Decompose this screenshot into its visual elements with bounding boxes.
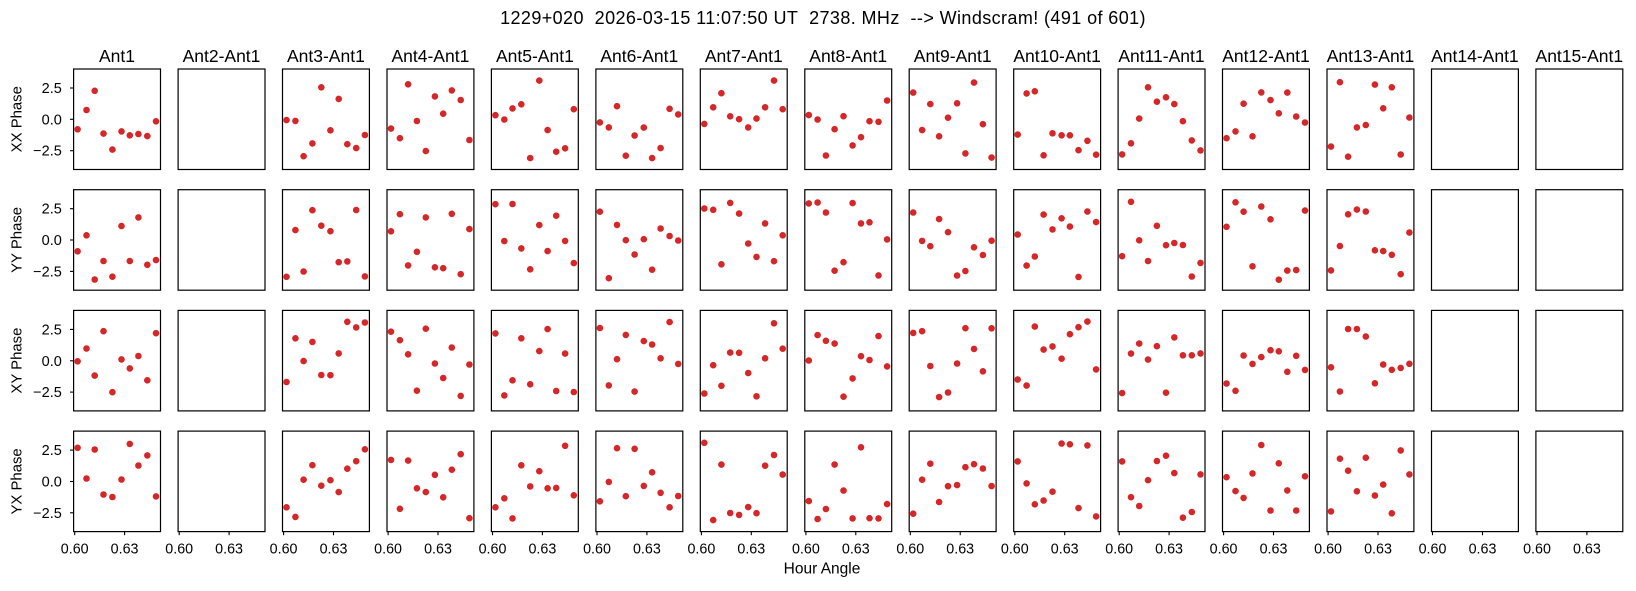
svg-text:0.63: 0.63 (1364, 542, 1392, 558)
svg-text:0.0: 0.0 (42, 233, 62, 249)
svg-text:0.63: 0.63 (946, 542, 974, 558)
svg-text:YX Phase: YX Phase (9, 448, 25, 514)
svg-text:Ant3-Ant1: Ant3-Ant1 (287, 46, 365, 66)
svg-text:0.0: 0.0 (42, 112, 62, 128)
svg-text:1229+020 2026-03-15 11:07:50: 1229+020 2026-03-15 11:07:50 UT 2738. MH… (500, 8, 1146, 28)
svg-text:Ant7-Ant1: Ant7-Ant1 (705, 46, 783, 66)
svg-text:0.63: 0.63 (1155, 542, 1183, 558)
svg-text:XY Phase: XY Phase (9, 328, 25, 394)
svg-text:0.60: 0.60 (374, 542, 402, 558)
svg-text:0.63: 0.63 (111, 542, 139, 558)
svg-text:2.5: 2.5 (42, 322, 62, 338)
svg-text:0.63: 0.63 (320, 542, 348, 558)
svg-text:0.0: 0.0 (42, 475, 62, 491)
svg-text:0.60: 0.60 (583, 542, 611, 558)
svg-text:0.63: 0.63 (1573, 542, 1601, 558)
svg-text:0.60: 0.60 (1105, 542, 1133, 558)
svg-text:2.5: 2.5 (42, 202, 62, 218)
svg-text:2.5: 2.5 (42, 443, 62, 459)
svg-text:0.60: 0.60 (479, 542, 507, 558)
svg-text:−2.5: −2.5 (33, 506, 62, 522)
svg-text:XX Phase: XX Phase (9, 86, 25, 152)
svg-text:0.60: 0.60 (792, 542, 820, 558)
svg-text:Ant15-Ant1: Ant15-Ant1 (1536, 46, 1624, 66)
svg-text:Ant2-Ant1: Ant2-Ant1 (183, 46, 261, 66)
svg-text:Ant9-Ant1: Ant9-Ant1 (914, 46, 992, 66)
svg-text:0.63: 0.63 (1469, 542, 1497, 558)
svg-text:0.63: 0.63 (424, 542, 452, 558)
svg-text:0.60: 0.60 (1314, 542, 1342, 558)
svg-text:−2.5: −2.5 (33, 264, 62, 280)
svg-text:−2.5: −2.5 (33, 144, 62, 160)
svg-text:0.63: 0.63 (1051, 542, 1079, 558)
svg-text:Ant5-Ant1: Ant5-Ant1 (496, 46, 574, 66)
svg-text:0.63: 0.63 (1260, 542, 1288, 558)
svg-text:0.63: 0.63 (633, 542, 661, 558)
svg-text:2.5: 2.5 (42, 81, 62, 97)
svg-text:Ant1: Ant1 (99, 46, 135, 66)
svg-text:0.63: 0.63 (528, 542, 556, 558)
svg-text:Ant4-Ant1: Ant4-Ant1 (391, 46, 469, 66)
svg-text:0.60: 0.60 (270, 542, 298, 558)
svg-text:0.60: 0.60 (1523, 542, 1551, 558)
svg-text:0.60: 0.60 (1001, 542, 1029, 558)
svg-text:0.60: 0.60 (687, 542, 715, 558)
svg-text:0.60: 0.60 (1419, 542, 1447, 558)
svg-text:0.60: 0.60 (1210, 542, 1238, 558)
svg-text:Ant11-Ant1: Ant11-Ant1 (1118, 46, 1204, 66)
svg-text:0.63: 0.63 (842, 542, 870, 558)
svg-text:Ant8-Ant1: Ant8-Ant1 (809, 46, 887, 66)
svg-text:Hour Angle: Hour Angle (784, 561, 861, 578)
svg-text:Ant14-Ant1: Ant14-Ant1 (1431, 46, 1519, 66)
svg-text:Ant12-Ant1: Ant12-Ant1 (1222, 46, 1310, 66)
svg-text:Ant13-Ant1: Ant13-Ant1 (1327, 46, 1415, 66)
svg-text:0.63: 0.63 (215, 542, 243, 558)
svg-text:−2.5: −2.5 (33, 385, 62, 401)
svg-text:0.60: 0.60 (61, 542, 89, 558)
svg-text:Ant10-Ant1: Ant10-Ant1 (1013, 46, 1101, 66)
svg-text:YY Phase: YY Phase (9, 207, 25, 273)
svg-text:0.0: 0.0 (42, 354, 62, 370)
svg-text:0.60: 0.60 (896, 542, 924, 558)
svg-text:0.63: 0.63 (737, 542, 765, 558)
svg-text:Ant6-Ant1: Ant6-Ant1 (600, 46, 678, 66)
svg-text:0.60: 0.60 (165, 542, 193, 558)
